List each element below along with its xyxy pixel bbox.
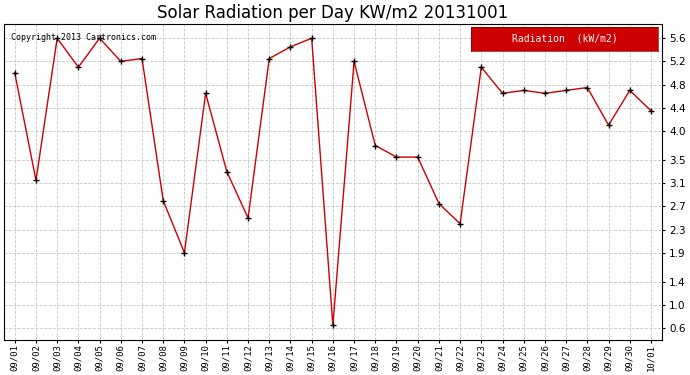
Text: Copyright 2013 Cartronics.com: Copyright 2013 Cartronics.com: [11, 33, 156, 42]
Title: Solar Radiation per Day KW/m2 20131001: Solar Radiation per Day KW/m2 20131001: [157, 4, 509, 22]
